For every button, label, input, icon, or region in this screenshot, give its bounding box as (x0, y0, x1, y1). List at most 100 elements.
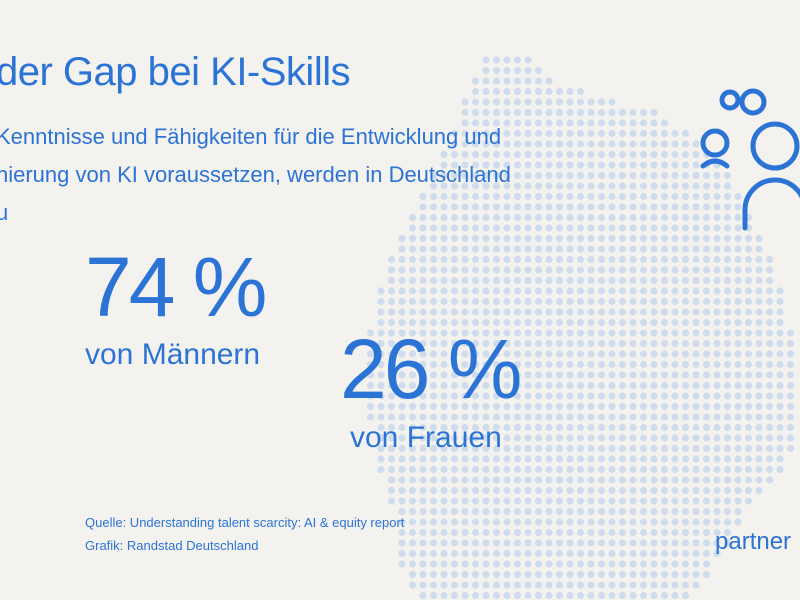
map-dot (734, 392, 742, 400)
map-dot (681, 591, 690, 600)
map-dot (597, 150, 606, 159)
map-dot (744, 413, 753, 421)
map-dot (471, 119, 480, 127)
map-dot (513, 423, 522, 432)
map-dot (482, 381, 490, 390)
map-dot (440, 161, 448, 169)
map-dot (702, 192, 711, 201)
subtitle-line-1: Kenntnisse und Fähigkeiten für die Entwi… (0, 124, 502, 149)
map-dot (692, 392, 700, 400)
map-dot (608, 329, 616, 337)
map-dot (450, 560, 459, 568)
map-dot (461, 507, 469, 516)
map-dot (440, 528, 448, 537)
map-dot (408, 518, 417, 526)
map-dot (650, 497, 658, 505)
map-dot (566, 434, 574, 442)
map-dot (429, 560, 438, 568)
map-dot (503, 455, 511, 463)
map-dot (597, 423, 606, 432)
map-dot (608, 413, 616, 421)
map-dot (471, 560, 480, 568)
map-dot (366, 339, 375, 348)
map-dot (786, 423, 795, 432)
map-dot (755, 402, 763, 411)
map-dot (429, 381, 438, 390)
map-dot (450, 381, 459, 390)
map-dot (429, 350, 438, 358)
map-dot (429, 224, 438, 232)
map-dot (461, 108, 469, 117)
map-dot (639, 266, 648, 274)
map-dot (576, 171, 585, 180)
map-dot (440, 392, 448, 400)
map-dot (398, 486, 406, 495)
map-dot (377, 308, 385, 316)
map-dot (450, 213, 459, 222)
map-dot (608, 182, 616, 190)
map-dot (618, 518, 627, 526)
map-dot (471, 161, 480, 169)
map-dot (671, 171, 679, 180)
map-dot (765, 360, 774, 369)
map-dot (545, 276, 553, 285)
map-dot (566, 413, 574, 421)
map-dot (702, 266, 711, 274)
map-dot (639, 329, 648, 337)
map-dot (461, 203, 469, 211)
map-dot (513, 255, 522, 264)
map-dot (419, 213, 427, 222)
map-dot (681, 486, 690, 495)
map-dot (398, 329, 406, 337)
map-dot (524, 539, 532, 547)
map-dot (671, 192, 679, 201)
map-dot (450, 465, 459, 474)
map-dot (461, 591, 469, 600)
map-dot (692, 255, 700, 264)
map-dot (492, 497, 501, 505)
map-dot (671, 266, 679, 274)
map-dot (776, 339, 784, 348)
map-dot (755, 297, 763, 306)
map-dot (440, 539, 448, 547)
map-dot (429, 444, 438, 453)
map-dot (681, 308, 690, 316)
map-dot (608, 276, 616, 285)
map-dot (555, 140, 564, 148)
map-dot (660, 518, 669, 526)
map-dot (555, 591, 564, 600)
map-dot (692, 381, 700, 390)
map-dot (429, 318, 438, 327)
map-dot (650, 539, 658, 547)
map-dot (713, 476, 721, 484)
map-dot (660, 486, 669, 495)
map-dot (408, 276, 417, 285)
map-dot (482, 465, 490, 474)
map-dot (492, 444, 501, 453)
map-dot (576, 455, 585, 463)
map-dot (503, 318, 511, 327)
map-dot (618, 560, 627, 568)
map-dot (776, 423, 784, 432)
subtitle-line-2: nierung von KI voraussetzen, werden in D… (0, 162, 511, 187)
map-dot (534, 287, 543, 295)
map-dot (702, 224, 711, 232)
map-dot (618, 497, 627, 505)
map-dot (576, 591, 585, 600)
map-dot (440, 318, 448, 327)
map-dot (576, 140, 585, 148)
map-dot (471, 423, 480, 432)
map-dot (387, 476, 396, 484)
map-dot (482, 98, 490, 106)
map-dot (524, 339, 532, 348)
map-dot (576, 476, 585, 484)
map-dot (366, 360, 375, 369)
map-dot (440, 560, 448, 568)
map-dot (650, 150, 658, 159)
map-dot (566, 455, 574, 463)
map-dot (597, 119, 606, 127)
map-dot (461, 392, 469, 400)
map-dot (503, 486, 511, 495)
map-dot (723, 434, 732, 442)
map-dot (629, 539, 637, 547)
